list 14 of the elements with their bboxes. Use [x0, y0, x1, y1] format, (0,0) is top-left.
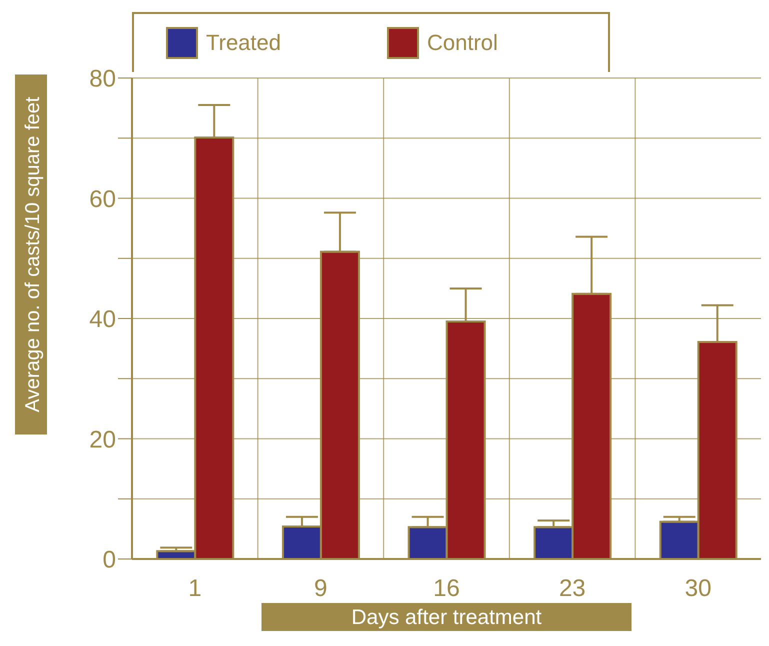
x-tick-label: 1	[188, 575, 202, 602]
y-tick-label: 20	[89, 426, 116, 454]
x-tick-label: 30	[684, 575, 712, 602]
legend-label: Control	[427, 30, 498, 56]
x-tick-label: 16	[433, 575, 460, 602]
y-tick-label: 0	[102, 546, 116, 574]
y-axis-title: Average no. of casts/10 square feet	[22, 96, 44, 412]
y-tick-label: 60	[89, 186, 116, 213]
y-tick-label: 40	[89, 306, 116, 334]
legend-label: Treated	[206, 30, 282, 56]
x-tick-label: 23	[558, 575, 586, 602]
x-axis-title: Days after treatment	[351, 606, 542, 629]
y-tick-label: 80	[89, 66, 116, 93]
x-tick-label: 9	[314, 575, 328, 602]
